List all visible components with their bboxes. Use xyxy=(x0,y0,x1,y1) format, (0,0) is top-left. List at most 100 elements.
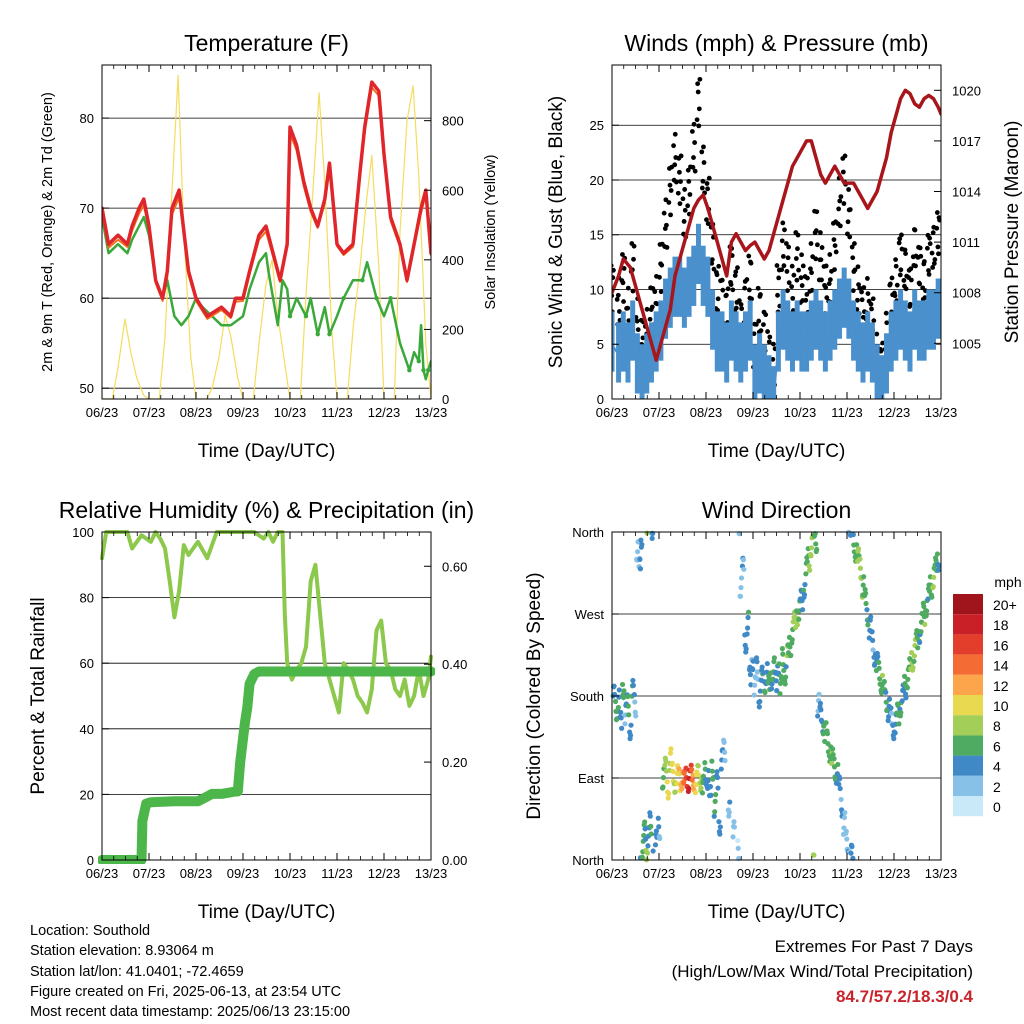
gust-point xyxy=(776,275,782,281)
wind-bar xyxy=(612,311,615,372)
wind-bar xyxy=(771,366,777,399)
direction-point xyxy=(849,844,855,850)
gust-point xyxy=(880,340,886,346)
direction-point xyxy=(619,725,625,731)
gust-point xyxy=(756,318,762,324)
direction-point xyxy=(823,720,829,726)
direction-point xyxy=(764,660,770,667)
direction-point xyxy=(777,691,783,697)
wind-bar xyxy=(804,311,810,372)
direction-point xyxy=(917,639,923,646)
direction-point xyxy=(857,556,863,562)
y2-tick-label: 0.20 xyxy=(442,755,467,770)
gust-point xyxy=(808,266,813,272)
direction-point xyxy=(735,837,741,844)
wind-bar xyxy=(865,311,871,372)
y-tick-label: 80 xyxy=(80,111,94,126)
direction-point xyxy=(888,705,894,711)
x-axis-label: Time (Day/UTC) xyxy=(198,441,336,462)
direction-point xyxy=(748,682,754,688)
gust-point xyxy=(903,251,908,256)
direction-point xyxy=(721,739,727,746)
x-tick-label: 07/23 xyxy=(643,866,676,881)
station-info: Location: Southold Station elevation: 8.… xyxy=(30,921,350,1022)
direction-point xyxy=(647,813,653,819)
legend-label: 20+ xyxy=(993,597,1017,613)
gust-point xyxy=(791,272,797,278)
gust-point xyxy=(677,201,683,207)
gust-point xyxy=(682,207,688,213)
gust-point xyxy=(924,245,930,251)
y-axis-label: Sonic Wind & Gust (Blue, Black) xyxy=(546,96,567,368)
direction-point xyxy=(652,842,659,848)
legend-label: 8 xyxy=(993,718,1001,734)
wind-bar xyxy=(644,333,650,394)
direction-point xyxy=(930,584,936,590)
wind-bar xyxy=(869,322,875,383)
x-tick-label: 13/23 xyxy=(925,866,958,881)
wind-bar xyxy=(902,300,908,361)
wind-bar xyxy=(888,311,894,372)
legend-label: 0 xyxy=(993,799,1001,815)
direction-point xyxy=(863,600,869,607)
wind-bar xyxy=(799,311,805,372)
gust-point xyxy=(846,187,851,192)
gust-point xyxy=(692,140,698,145)
gust-point xyxy=(795,232,801,238)
wind-bar xyxy=(893,300,899,361)
gust-point xyxy=(758,328,764,334)
speed-legend: mph 20+ 18 16 14 12 10 8 6 4 2 0 xyxy=(953,574,1022,817)
gust-point xyxy=(733,269,739,275)
direction-point xyxy=(717,831,723,837)
direction-point xyxy=(885,717,891,724)
gust-point xyxy=(817,230,823,235)
dewpoint-marker xyxy=(425,367,431,373)
direction-point xyxy=(726,813,732,819)
y2-tick-label: 1008 xyxy=(952,286,981,301)
gust-point xyxy=(937,217,941,223)
gust-point xyxy=(790,295,796,301)
direction-point xyxy=(862,590,869,596)
gust-point xyxy=(733,305,739,311)
gust-point xyxy=(859,289,864,295)
direction-point xyxy=(721,749,728,755)
wind-bar xyxy=(818,300,824,361)
gust-point xyxy=(751,331,757,337)
gust-point xyxy=(932,257,938,262)
gust-point xyxy=(861,285,867,290)
dewpoint-marker xyxy=(416,358,421,364)
x-tick-label: 10/23 xyxy=(784,866,817,881)
wind-bar xyxy=(719,311,725,372)
wind-bar xyxy=(855,311,861,372)
direction-point xyxy=(850,532,856,538)
gust-point xyxy=(767,334,773,340)
direction-point xyxy=(803,571,809,577)
direction-point xyxy=(683,765,689,771)
gust-point xyxy=(789,284,795,290)
gust-point xyxy=(687,192,693,197)
gust-point xyxy=(921,259,927,264)
y-tick-label: 60 xyxy=(80,291,94,306)
gust-point xyxy=(852,241,857,246)
wind-bar xyxy=(935,278,941,339)
wind-bar xyxy=(733,311,739,372)
direction-point xyxy=(670,768,676,774)
direction-point xyxy=(676,766,682,772)
direction-point xyxy=(688,762,694,768)
gust-point xyxy=(859,297,865,303)
direction-point xyxy=(632,699,638,705)
gust-point xyxy=(823,285,829,290)
wind-bar xyxy=(761,344,767,399)
direction-point xyxy=(751,692,757,698)
direction-point xyxy=(695,763,701,769)
direction-point xyxy=(904,685,910,691)
gust-point xyxy=(626,318,632,323)
gust-point xyxy=(730,287,736,293)
extremes-subtitle: (High/Low/Max Wind/Total Precipitation) xyxy=(671,962,973,981)
direction-point xyxy=(639,854,645,860)
dewpoint-marker xyxy=(341,295,346,301)
y-tick-label: North xyxy=(572,853,604,868)
y2-tick-label: 1014 xyxy=(952,185,981,200)
wind-bar xyxy=(808,300,814,361)
